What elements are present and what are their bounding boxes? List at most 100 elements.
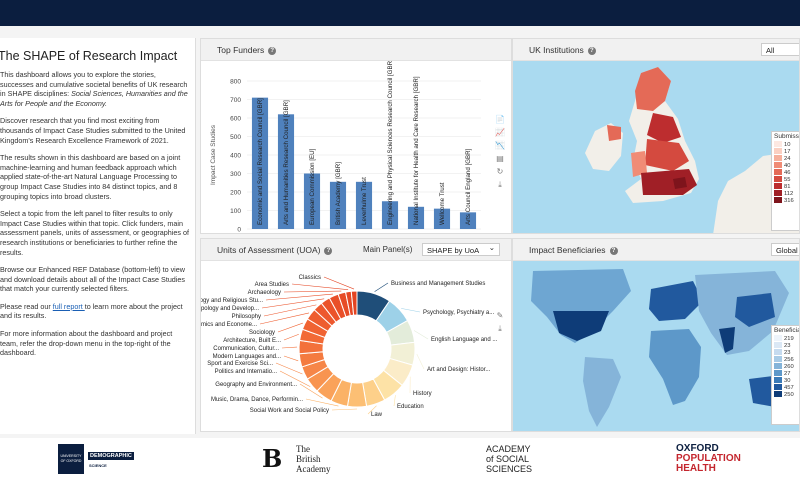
help-icon[interactable]: ? — [609, 247, 618, 255]
y-tick-label: 600 — [230, 116, 241, 123]
legend-entry: 219 — [772, 335, 799, 342]
uoa-panel: Units of Assessment (UOA)? Main Panel(s)… — [200, 238, 512, 432]
y-tick-label: 800 — [230, 79, 241, 86]
uk-map[interactable] — [513, 61, 800, 234]
chart-toolbar: 📄 📈 📉 ▤ ↻ ⤓ — [495, 115, 505, 194]
funder-label: Wellcome Trust — [439, 182, 446, 225]
uoa-leader-line — [281, 346, 298, 349]
y-tick-label: 300 — [230, 171, 241, 178]
restore-icon[interactable]: ↻ — [496, 167, 504, 176]
funder-label: European Commission [EU] — [309, 148, 316, 225]
download-icon[interactable]: ⤓ — [498, 180, 502, 189]
scotland-region — [635, 67, 671, 111]
funder-label: Engineering and Physical Sciences Resear… — [387, 61, 394, 225]
uoa-leader-line — [283, 333, 299, 341]
uoa-label: Philosophy — [232, 314, 261, 320]
aoss-line-3: SCIENCES — [486, 464, 533, 474]
london-region — [673, 177, 687, 189]
midlands-region — [645, 139, 689, 171]
full-report-link[interactable]: full report — [52, 301, 85, 311]
line-chart-icon[interactable]: 📈 — [495, 128, 505, 137]
uoa-leader-line — [263, 304, 317, 317]
british-academy-logo[interactable]: B The British Academy — [262, 444, 352, 474]
oxford-univ-label: UNIVERSITY OF OXFORD — [60, 454, 82, 463]
funder-bar — [303, 173, 321, 229]
ba-monogram-icon: B — [262, 444, 283, 473]
ba-british: British — [296, 454, 321, 464]
edit-icon[interactable]: ✎ — [496, 311, 504, 320]
legend-entry: 250 — [772, 391, 799, 398]
uoa-label: Business and Management Studies — [391, 281, 485, 287]
oph-line-2: POPULATION — [676, 453, 741, 464]
uoa-label: Psychology, Psychiatry a... — [423, 310, 495, 316]
india-country — [719, 327, 735, 353]
uoa-panel-select[interactable]: SHAPE by UoA ⌄ — [422, 243, 500, 256]
panel-title: UK Institutions? — [529, 45, 596, 55]
uoa-label: Law — [371, 412, 383, 418]
panel-header: UK Institutions? All — [513, 39, 799, 61]
zoom-icon[interactable]: 📄 — [495, 115, 505, 124]
europe-land — [649, 281, 703, 321]
intro-paragraph-4: Select a topic from the left panel to fi… — [0, 209, 189, 257]
beneficiary-scope-select[interactable]: Global — [771, 243, 799, 256]
top-funders-panel: Top Funders? 0 100 200 300 400 500 600 700 800 Im… — [200, 38, 512, 234]
uoa-leader-line — [275, 362, 303, 375]
uoa-leader-line — [331, 408, 358, 411]
legend-entry: 256 — [772, 356, 799, 363]
panel-header: Top Funders? — [201, 39, 511, 61]
institution-filter-select[interactable]: All — [761, 43, 799, 56]
africa-land — [649, 329, 701, 405]
legend-entry: 17 — [772, 148, 799, 155]
uoa-label: Communication, Cultur... — [213, 346, 279, 352]
help-icon[interactable]: ? — [268, 47, 277, 55]
legend-entry: 27 — [772, 370, 799, 377]
legend-entry: 40 — [772, 162, 799, 169]
chevron-down-icon: ⌄ — [488, 243, 495, 252]
academy-of-social-sciences-logo[interactable]: ACADEMY of SOCIAL SCIENCES — [486, 444, 556, 478]
uoa-label: Sociology — [249, 330, 275, 336]
help-icon[interactable]: ? — [587, 47, 596, 55]
footer-logos: UNIVERSITY OF OXFORD DEMOGRAPHIC SCIENCE… — [0, 438, 800, 480]
uoa-leader-line — [367, 405, 377, 415]
chart-toolbar: ✎ ⤓ — [495, 311, 505, 338]
intro-paragraph-6: Please read our full report to learn mor… — [0, 301, 183, 321]
uoa-label: Classics — [299, 275, 321, 281]
funder-bar — [277, 114, 295, 229]
funder-bar — [355, 181, 373, 229]
help-icon[interactable]: ? — [324, 247, 333, 255]
funder-bar — [329, 181, 347, 229]
uoa-leader-line — [413, 330, 429, 340]
northern-ireland-region — [607, 125, 621, 141]
uoa-leader-line — [323, 276, 355, 290]
oxford-demographic-science-logo[interactable]: UNIVERSITY OF OXFORD DEMOGRAPHIC SCIENCE — [58, 444, 134, 474]
oxford-population-health-logo[interactable]: OXFORD POPULATION HEALTH — [676, 444, 772, 478]
uoa-leader-line — [279, 370, 311, 387]
uoa-label: Art and Design: Histor... — [427, 367, 491, 373]
uoa-label: Politics and Internatio... — [215, 369, 278, 375]
uoa-leader-line — [416, 353, 425, 370]
uoa-leader-line — [261, 298, 325, 309]
page-title: The SHAPE of Research Impact — [0, 49, 178, 63]
uoa-label: Anthropology and Develop... — [201, 306, 259, 312]
area-chart-icon[interactable]: 📉 — [495, 141, 505, 150]
y-tick-label: 100 — [230, 208, 241, 215]
uoa-leader-line — [277, 322, 303, 333]
bar-chart-icon[interactable]: ▤ — [496, 154, 504, 163]
intro-paragraph-7: For more information about the dashboard… — [0, 329, 173, 358]
uoa-label: Area Studies — [255, 282, 289, 288]
download-icon[interactable]: ⤓ — [498, 324, 502, 333]
legend-entry: 46 — [772, 169, 799, 176]
impact-beneficiaries-panel: Impact Beneficiaries? Global Beneficiar … — [512, 238, 800, 432]
panel-header: Impact Beneficiaries? Global — [513, 239, 799, 261]
uoa-label: Social Work and Social Policy — [250, 408, 329, 414]
funder-label: Arts Council England [GBR] — [465, 148, 472, 225]
uoa-label: Education — [397, 404, 424, 410]
uoa-label: History — [413, 391, 432, 397]
uoa-leader-line — [283, 355, 299, 362]
top-banner — [0, 0, 800, 26]
uoa-leader-line — [305, 398, 339, 407]
legend-entry: 81 — [772, 183, 799, 190]
world-map[interactable] — [513, 261, 800, 432]
aoss-line-2: of SOCIAL — [486, 454, 530, 464]
panel-title: Units of Assessment (UOA)? — [217, 245, 333, 255]
